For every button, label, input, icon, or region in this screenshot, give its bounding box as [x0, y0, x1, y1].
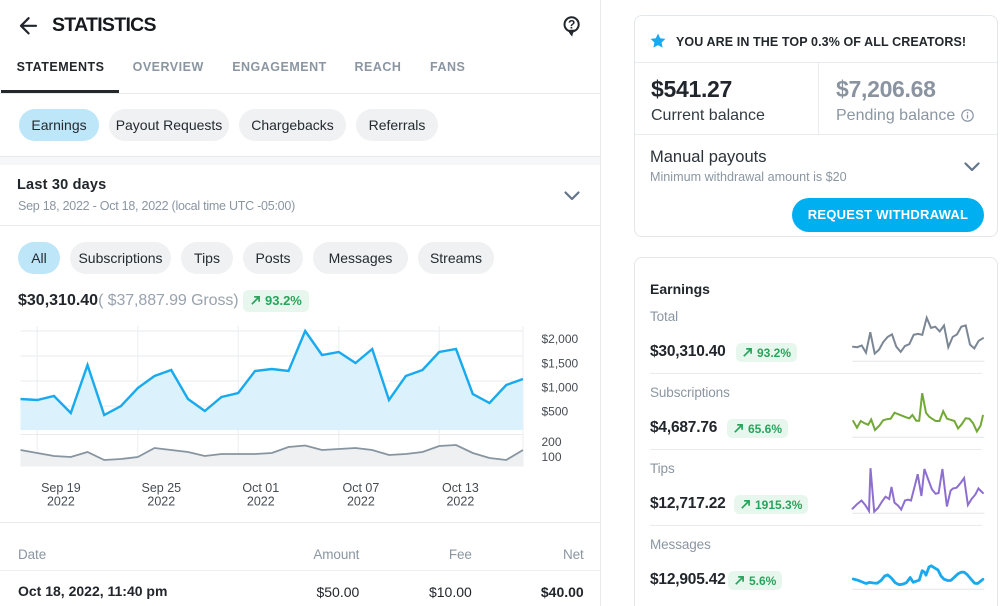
svg-text:$1,500: $1,500 — [542, 356, 579, 370]
svg-text:Oct 07: Oct 07 — [342, 481, 379, 495]
svg-text:2022: 2022 — [47, 495, 75, 509]
svg-text:Oct 13: Oct 13 — [442, 481, 479, 495]
svg-text:?: ? — [568, 17, 575, 31]
svg-text:$2,000: $2,000 — [542, 332, 579, 346]
svg-text:2022: 2022 — [347, 495, 375, 509]
svg-text:200: 200 — [542, 435, 562, 449]
svg-text:Sep 19: Sep 19 — [41, 481, 81, 495]
svg-text:2022: 2022 — [147, 495, 175, 509]
svg-text:100: 100 — [542, 450, 562, 464]
svg-text:$1,000: $1,000 — [542, 380, 579, 394]
svg-text:2022: 2022 — [247, 495, 275, 509]
svg-text:Sep 25: Sep 25 — [141, 481, 181, 495]
svg-text:Oct 01: Oct 01 — [242, 481, 279, 495]
svg-text:$500: $500 — [542, 405, 569, 419]
svg-text:2022: 2022 — [446, 495, 474, 509]
